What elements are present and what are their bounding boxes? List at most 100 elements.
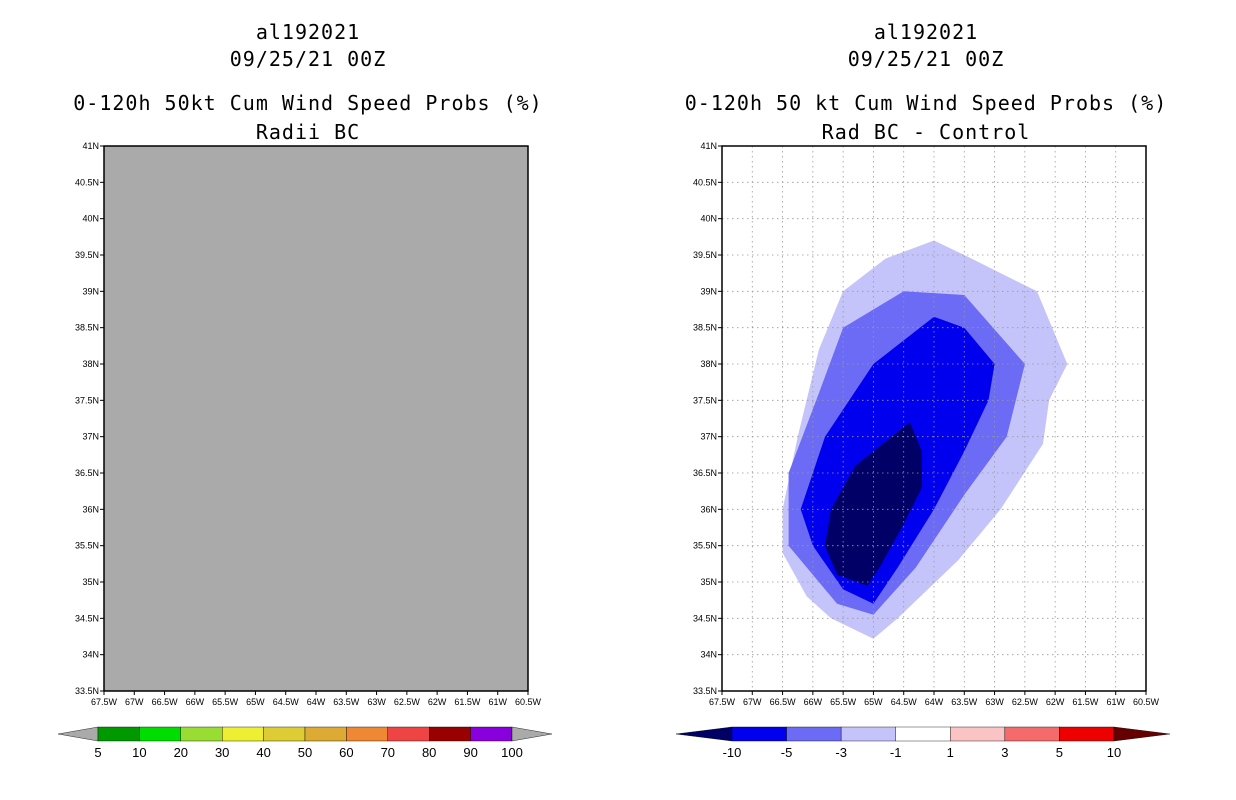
y-tick-label: 36N — [700, 504, 717, 514]
colorbar-box — [1059, 726, 1115, 742]
y-tick-label: 39N — [700, 286, 717, 296]
colorbar-label: 100 — [501, 745, 523, 760]
colorbar-label: 90 — [463, 745, 477, 760]
x-tick-label: 61W — [488, 697, 507, 707]
x-tick-label: 62.5W — [1012, 697, 1039, 707]
x-tick-label: 64.5W — [273, 697, 300, 707]
left-title: 0-120h 50kt Cum Wind Speed Probs (%) — [73, 91, 543, 115]
x-tick-label: 60.5W — [515, 697, 542, 707]
colorbar-box — [1004, 726, 1060, 742]
y-tick-label: 36.5N — [693, 468, 717, 478]
colorbar-box — [470, 726, 513, 742]
colorbar-label: 40 — [256, 745, 270, 760]
y-tick-label: 41N — [82, 141, 99, 151]
colorbar: -10 -5 -3 -1 1 3 5 10 — [675, 726, 1171, 760]
y-tick-label: 33.5N — [75, 686, 99, 696]
colorbar-label: -10 — [723, 745, 742, 760]
x-tick-label: 64.5W — [891, 697, 918, 707]
panel-right: 67.5W 67W 66.5W 66W 65.5W 65W 64.5W 64W 63.5W 63W… — [675, 141, 1171, 760]
colorbar-arrow-high — [1113, 726, 1171, 742]
x-tick-label: 62W — [1046, 697, 1065, 707]
left-storm-id: al192021 — [255, 20, 361, 44]
x-tick-label: 64W — [925, 697, 944, 707]
colorbar-label: 70 — [381, 745, 395, 760]
y-tick-label: 39.5N — [75, 250, 99, 260]
y-tick-label: 37N — [700, 432, 717, 442]
colorbar-label: 5 — [1056, 745, 1063, 760]
right-title: 0-120h 50 kt Cum Wind Speed Probs (%) — [684, 91, 1168, 115]
colorbar-box — [97, 726, 140, 742]
y-tick-label: 37.5N — [693, 395, 717, 405]
x-tick-label: 67.5W — [709, 697, 736, 707]
y-tick-label: 34.5N — [75, 613, 99, 623]
colorbar-box — [387, 726, 430, 742]
colorbar-box — [263, 726, 306, 742]
colorbar-label: 20 — [174, 745, 188, 760]
colorbar-arrow-high — [511, 726, 553, 742]
colorbar: 5 10 20 30 40 50 60 70 80 90 100 — [57, 726, 553, 760]
y-tick-label: 34N — [82, 650, 99, 660]
x-tick-label: 66.5W — [152, 697, 179, 707]
colorbar-box — [304, 726, 347, 742]
colorbar-label: 80 — [422, 745, 436, 760]
x-tick-label: 60.5W — [1133, 697, 1160, 707]
y-tick-label: 37N — [82, 432, 99, 442]
y-tick-label: 36.5N — [75, 468, 99, 478]
colorbar-box — [139, 726, 181, 742]
colorbar-label: 5 — [94, 745, 101, 760]
x-tick-label: 65.5W — [212, 697, 239, 707]
colorbar-box — [786, 726, 842, 742]
colorbar-label: 3 — [1001, 745, 1008, 760]
x-tick-label: 63W — [985, 697, 1004, 707]
colorbar-box — [346, 726, 388, 742]
colorbar-label: 1 — [947, 745, 954, 760]
x-tick-label: 65W — [864, 697, 883, 707]
contour-4 — [825, 422, 922, 586]
colorbar-box — [221, 726, 264, 742]
right-storm-id: al192021 — [873, 20, 979, 44]
colorbar-box — [731, 726, 787, 742]
colorbar-box — [950, 726, 1006, 742]
x-tick-label: 64W — [307, 697, 326, 707]
left-subtitle: Radii BC — [255, 120, 361, 144]
y-tick-label: 35N — [82, 577, 99, 587]
colorbar-label: -5 — [781, 745, 793, 760]
colorbar-label: -3 — [835, 745, 847, 760]
x-tick-label: 67W — [125, 697, 144, 707]
x-tick-label: 61W — [1106, 697, 1125, 707]
colorbar-box — [895, 726, 951, 742]
y-tick-label: 38.5N — [693, 323, 717, 333]
x-tick-label: 66W — [186, 697, 205, 707]
x-tick-label: 63.5W — [951, 697, 978, 707]
x-tick-label: 67W — [743, 697, 762, 707]
x-tick-label: 66.5W — [770, 697, 797, 707]
x-tick-label: 62W — [428, 697, 447, 707]
colorbar-label: 60 — [339, 745, 353, 760]
right-subtitle: Rad BC - Control — [821, 120, 1031, 144]
y-tick-label: 38N — [700, 359, 717, 369]
x-tick-label: 62.5W — [394, 697, 421, 707]
colorbar-arrow-low — [675, 726, 733, 742]
x-tick-label: 65.5W — [830, 697, 857, 707]
x-tick-label: 67.5W — [91, 697, 118, 707]
y-tick-label: 40N — [82, 214, 99, 224]
x-tick-label: 61.5W — [454, 697, 481, 707]
right-datetime: 09/25/21 00Z — [847, 47, 1005, 71]
colorbar-label: 30 — [215, 745, 229, 760]
y-tick-label: 37.5N — [75, 395, 99, 405]
x-tick-label: 63W — [367, 697, 386, 707]
panel-left: 67.5W 67W 66.5W 66W 65.5W 65W 64.5W 64W 63.5W 63W… — [57, 141, 553, 760]
colorbar-label: 10 — [132, 745, 146, 760]
x-tick-label: 61.5W — [1072, 697, 1099, 707]
colorbar-label: 50 — [298, 745, 312, 760]
x-tick-label: 65W — [246, 697, 265, 707]
left-datetime: 09/25/21 00Z — [229, 47, 387, 71]
y-tick-label: 41N — [700, 141, 717, 151]
y-tick-label: 34N — [700, 650, 717, 660]
y-tick-label: 38N — [82, 359, 99, 369]
y-tick-label: 39N — [82, 286, 99, 296]
probability-field — [104, 146, 528, 691]
x-tick-label: 66W — [804, 697, 823, 707]
x-tick-label: 63.5W — [333, 697, 360, 707]
